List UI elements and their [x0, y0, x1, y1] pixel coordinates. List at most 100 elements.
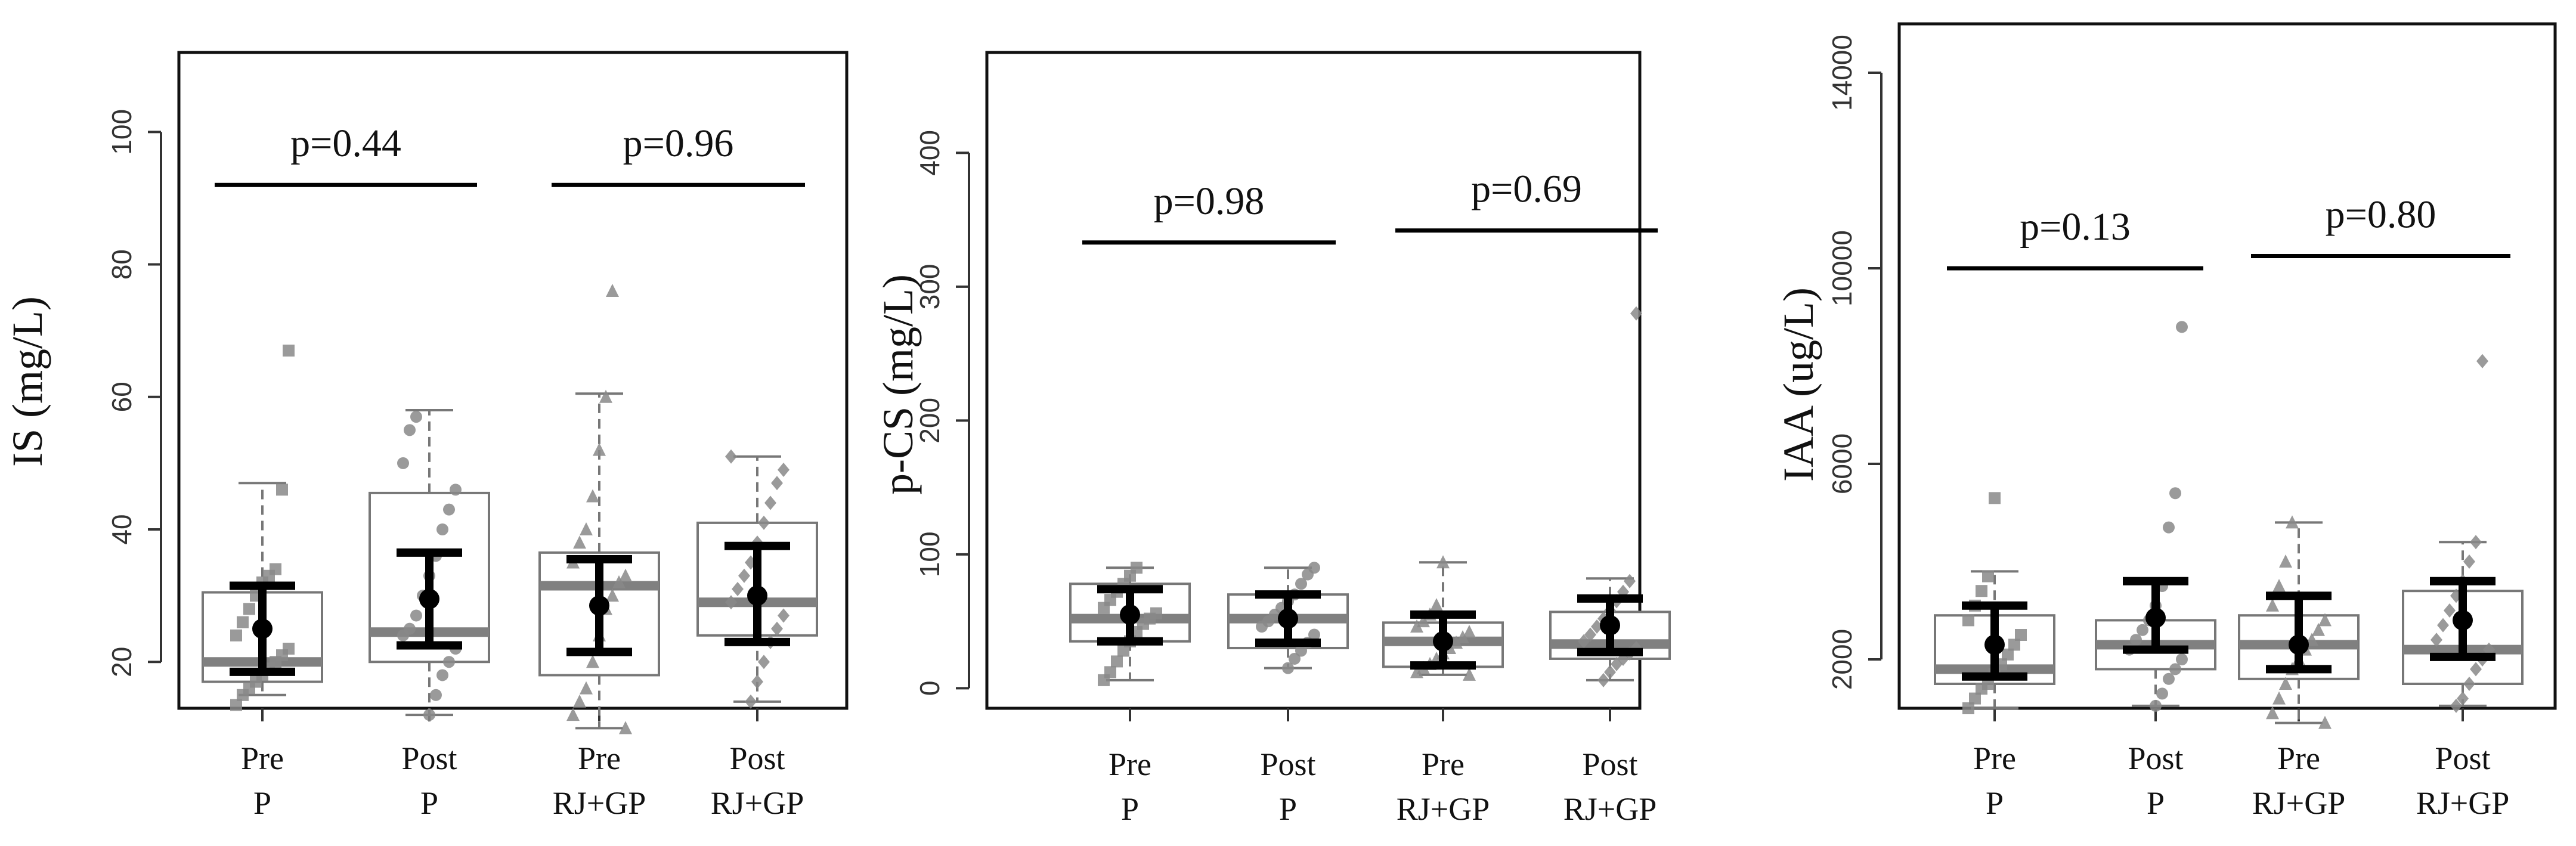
data-point [566, 708, 580, 721]
data-point [1289, 652, 1301, 665]
data-point [2130, 634, 2142, 646]
data-point [436, 523, 448, 535]
data-point [423, 709, 435, 721]
data-point [580, 522, 593, 535]
y-tick-label: 100 [106, 109, 137, 155]
data-point [2437, 618, 2449, 633]
chart-panel-3: 2000 6000 10000 14000 IAA (ug/L) Pre P Post P Pre… [1775, 22, 2557, 821]
x-tick-label: Post [729, 740, 785, 776]
data-point [2457, 691, 2469, 706]
x-tick-label: P [1986, 785, 2004, 821]
mean-point [1120, 604, 1140, 625]
x-tick-label: Pre [241, 740, 284, 776]
data-point [2137, 624, 2148, 636]
x-tick-label: P [1121, 791, 1139, 827]
data-point [771, 621, 783, 636]
data-point [1430, 598, 1443, 612]
data-point [1982, 570, 1994, 582]
data-point [443, 656, 455, 668]
data-point [1295, 578, 1307, 590]
y-tick-label: 200 [914, 398, 945, 444]
data-point [1111, 655, 1123, 668]
data-point [1410, 665, 1423, 678]
p-value-label: p=0.96 [623, 122, 734, 165]
data-point [1624, 574, 1636, 588]
data-point [725, 449, 737, 464]
data-point [270, 563, 281, 575]
mean-point [1984, 634, 2005, 655]
y-tick-label: 14000 [1826, 35, 1857, 111]
data-point [283, 643, 295, 655]
data-point [745, 694, 757, 709]
x-tick-label: Pre [1422, 746, 1465, 782]
plot-frame [177, 51, 849, 710]
x-tick-label: RJ+GP [711, 785, 804, 821]
x-tick-label: Pre [2277, 740, 2320, 776]
data-point [612, 575, 626, 588]
y-axis-label: IS (mg/L) [4, 296, 51, 467]
data-point [1463, 667, 1476, 681]
data-point [410, 411, 422, 423]
data-point [1630, 306, 1642, 321]
data-point [586, 489, 599, 503]
data-point [2176, 321, 2188, 333]
data-point [2150, 699, 2162, 712]
data-point [2470, 662, 2482, 677]
data-point [606, 588, 619, 602]
data-point [1463, 625, 1476, 639]
data-point [1591, 619, 1603, 634]
data-point [443, 503, 455, 516]
data-point [2318, 613, 2332, 627]
y-tick-label: 400 [914, 130, 945, 176]
y-tick-label: 20 [106, 647, 137, 677]
y-tick-label: 60 [106, 382, 137, 412]
x-tick-label: Post [2435, 740, 2490, 776]
x-tick-label: RJ+GP [553, 785, 646, 821]
x-tick-label: Pre [1109, 746, 1151, 782]
data-point [2470, 535, 2482, 550]
data-point [2008, 639, 2020, 651]
mean-point [589, 595, 609, 616]
data-point [2476, 354, 2488, 368]
mean-point [2145, 608, 2166, 628]
x-tick-label: P [1279, 791, 1297, 827]
data-point [283, 345, 295, 357]
data-point [2279, 554, 2292, 568]
data-point [1150, 607, 1162, 619]
x-tick-label: Pre [1973, 740, 2016, 776]
data-point [732, 582, 744, 596]
data-point [1604, 665, 1616, 680]
data-point [725, 595, 737, 610]
plot-frame [1897, 22, 2557, 710]
data-point [1584, 627, 1596, 642]
p-value-label: p=0.44 [290, 122, 401, 165]
data-point [1104, 666, 1116, 678]
data-point [1417, 614, 1430, 628]
mean-point [252, 618, 273, 639]
data-point [573, 694, 586, 708]
y-tick-label: 300 [914, 264, 945, 309]
data-point [1308, 562, 1320, 574]
data-point [2266, 706, 2279, 720]
p-value-label: p=0.98 [1154, 179, 1265, 223]
x-tick-label: RJ+GP [2252, 785, 2346, 821]
data-point [2272, 691, 2286, 705]
data-point [243, 603, 255, 615]
data-point [230, 629, 242, 642]
x-tick-label: Post [1260, 746, 1315, 782]
data-point [410, 609, 422, 622]
data-point [2163, 673, 2175, 685]
plot-frame [985, 51, 1642, 710]
data-point [2169, 487, 2181, 500]
data-point [230, 699, 242, 711]
data-point [580, 681, 593, 695]
data-point [276, 484, 288, 496]
data-point [1436, 555, 1450, 569]
data-point [1295, 644, 1307, 657]
data-point [1410, 619, 1423, 633]
data-point [2272, 579, 2286, 592]
mean-point [1278, 608, 1298, 629]
y-tick-label: 80 [106, 249, 137, 280]
data-point [778, 463, 789, 477]
